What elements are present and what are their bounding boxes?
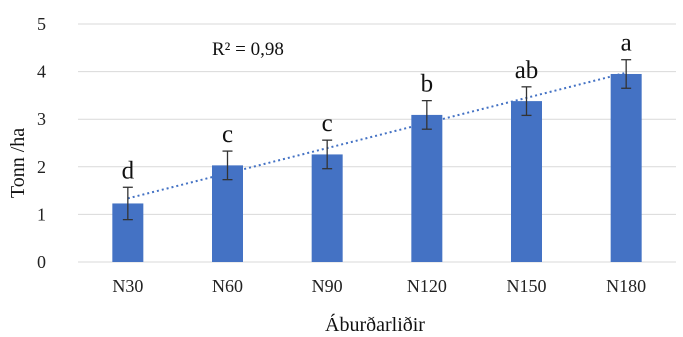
x-axis-title: Áburðarliðir (325, 313, 425, 336)
trendline (127, 71, 627, 200)
bar (212, 165, 243, 262)
y-tick-label: 0 (37, 252, 46, 272)
x-tick-label: N180 (606, 276, 646, 296)
significance-letter: b (421, 71, 434, 98)
bar (411, 114, 443, 262)
r-squared-label: R² = 0,98 (212, 39, 284, 60)
bars (112, 73, 642, 262)
trendline-layer (127, 71, 627, 200)
significance-letter: c (222, 121, 233, 148)
significance-letter: c (322, 110, 333, 137)
significance-letters: d c c b ab a (122, 30, 632, 185)
significance-letter: ab (515, 57, 539, 84)
y-tick-label: 5 (37, 14, 46, 34)
error-bar (521, 86, 532, 117)
y-axis-title: Tonn /ha (7, 128, 29, 198)
x-tick-label: N120 (407, 276, 447, 296)
y-tick-label: 2 (37, 157, 46, 177)
bar (311, 154, 343, 262)
error-bar (122, 186, 133, 221)
error-bar (421, 99, 432, 130)
x-tick-label: N90 (312, 276, 343, 296)
y-tick-label: 1 (37, 204, 46, 224)
x-tick-label: N60 (212, 276, 243, 296)
y-axis-ticks: 0 1 2 3 4 5 (37, 14, 46, 272)
error-bar (322, 139, 333, 170)
x-tick-label: N30 (112, 276, 143, 296)
gridlines (78, 23, 676, 263)
error-bar (621, 59, 632, 89)
bar (610, 73, 642, 262)
x-tick-label: N150 (507, 276, 547, 296)
y-tick-label: 4 (37, 62, 46, 82)
significance-letter: d (122, 157, 135, 184)
significance-letter: a (621, 30, 632, 57)
error-bars (122, 59, 632, 221)
y-tick-label: 3 (37, 109, 46, 129)
error-bar (222, 150, 233, 181)
x-axis-ticks: N30 N60 N90 N120 N150 N180 (112, 276, 646, 296)
bar (511, 101, 542, 262)
